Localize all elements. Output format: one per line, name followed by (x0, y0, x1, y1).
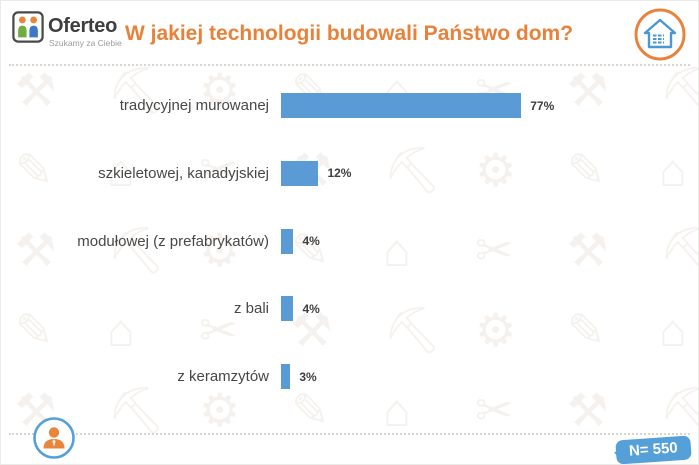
brand-tagline: Szukamy za Ciebie (49, 38, 122, 48)
bar (281, 93, 522, 118)
background-tool-icon: ⚙ (199, 384, 241, 436)
background-tool-icon: ⛏ (383, 304, 442, 356)
background-tool-icon: ⛏ (659, 227, 698, 273)
background-tool-icon: ⌂ (383, 224, 411, 276)
footer-divider (9, 433, 690, 435)
category-label: z keramzytów (177, 368, 269, 385)
bar-row: z keramzytów 3% (1, 360, 698, 393)
background-tool-icon: ✂ (199, 304, 238, 356)
header-divider (9, 64, 690, 66)
category-label: szkieletowej, kanadyjskiej (98, 164, 269, 182)
background-tool-icon: ✎ (291, 384, 330, 436)
bar-row: z bali 4% (1, 292, 698, 325)
category-label: tradycyjnej murowanej (119, 97, 269, 114)
bar (281, 160, 319, 186)
oferteo-logo-icon (12, 11, 44, 43)
background-tool-icon: ⚒ (291, 304, 333, 356)
background-tool-icon: ✎ (15, 144, 54, 196)
bar-row: tradycyjnej murowanej 77% (1, 89, 698, 122)
background-tool-icon: ⌂ (107, 144, 135, 196)
house-icon (633, 8, 687, 66)
category-label: modułowej (z prefabrykatów) (77, 232, 269, 250)
oferteo-logo[interactable]: Oferteo Szukamy za Ciebie (12, 11, 162, 57)
background-tool-icon: ⚙ (199, 224, 241, 276)
header: Oferteo Szukamy za Ciebie W jakiej techn… (1, 1, 698, 64)
background-tool-icon: ⛏ (107, 64, 166, 116)
background-tool-icon: ⚒ (15, 64, 57, 116)
background-tool-icon: ✎ (15, 304, 54, 356)
sample-size-label: N= 550 (628, 439, 679, 460)
background-tool-icon: ✎ (291, 224, 330, 276)
person-icon (32, 416, 76, 464)
background-tool-icon: ⚙ (199, 64, 241, 116)
background-tool-icon: ✂ (199, 144, 238, 196)
background-tool-icon: ✎ (567, 304, 606, 356)
value-label: 3% (299, 369, 317, 384)
background-tool-icon: ⌂ (659, 304, 687, 356)
background-tool-icon: ⛏ (107, 224, 166, 276)
background-tool-icon: ⛏ (107, 384, 166, 436)
background-tool-icon: ⚙ (475, 304, 517, 356)
background-tool-icon: ✂ (475, 384, 514, 436)
value-label: 4% (302, 301, 320, 316)
background-tool-icon: ⛏ (659, 387, 698, 433)
value-label: 4% (302, 234, 320, 248)
bar (281, 364, 291, 389)
bar-row: modułowej (z prefabrykatów) 4% (1, 225, 698, 258)
background-tool-icon: ⚒ (567, 64, 609, 116)
background-tool-icon: ✂ (475, 224, 514, 276)
value-label: 77% (530, 98, 555, 113)
background-tool-icon: ⚙ (475, 144, 517, 196)
background-tool-icon: ⛏ (659, 67, 698, 113)
background-tool-icon: ⚒ (567, 384, 609, 436)
background-tool-icon: ⌂ (383, 384, 411, 436)
background-tool-icon: ⌂ (107, 304, 135, 356)
background-tool-icon: ⚒ (15, 224, 57, 276)
background-tool-icon: ⌂ (659, 144, 687, 196)
bar-row: szkieletowej, kanadyjskiej 12% (1, 157, 698, 190)
bar (281, 296, 294, 322)
bar (281, 228, 294, 254)
category-label: z bali (233, 300, 269, 318)
background-tool-icon: ⛏ (383, 144, 442, 196)
background-tool-icon: ✎ (567, 144, 606, 196)
background-tool-icon: ⚒ (567, 224, 609, 276)
page-title: W jakiej technologii budowali Państwo do… (125, 22, 574, 45)
brand-name: Oferteo (48, 15, 118, 37)
value-label: 12% (327, 166, 352, 181)
